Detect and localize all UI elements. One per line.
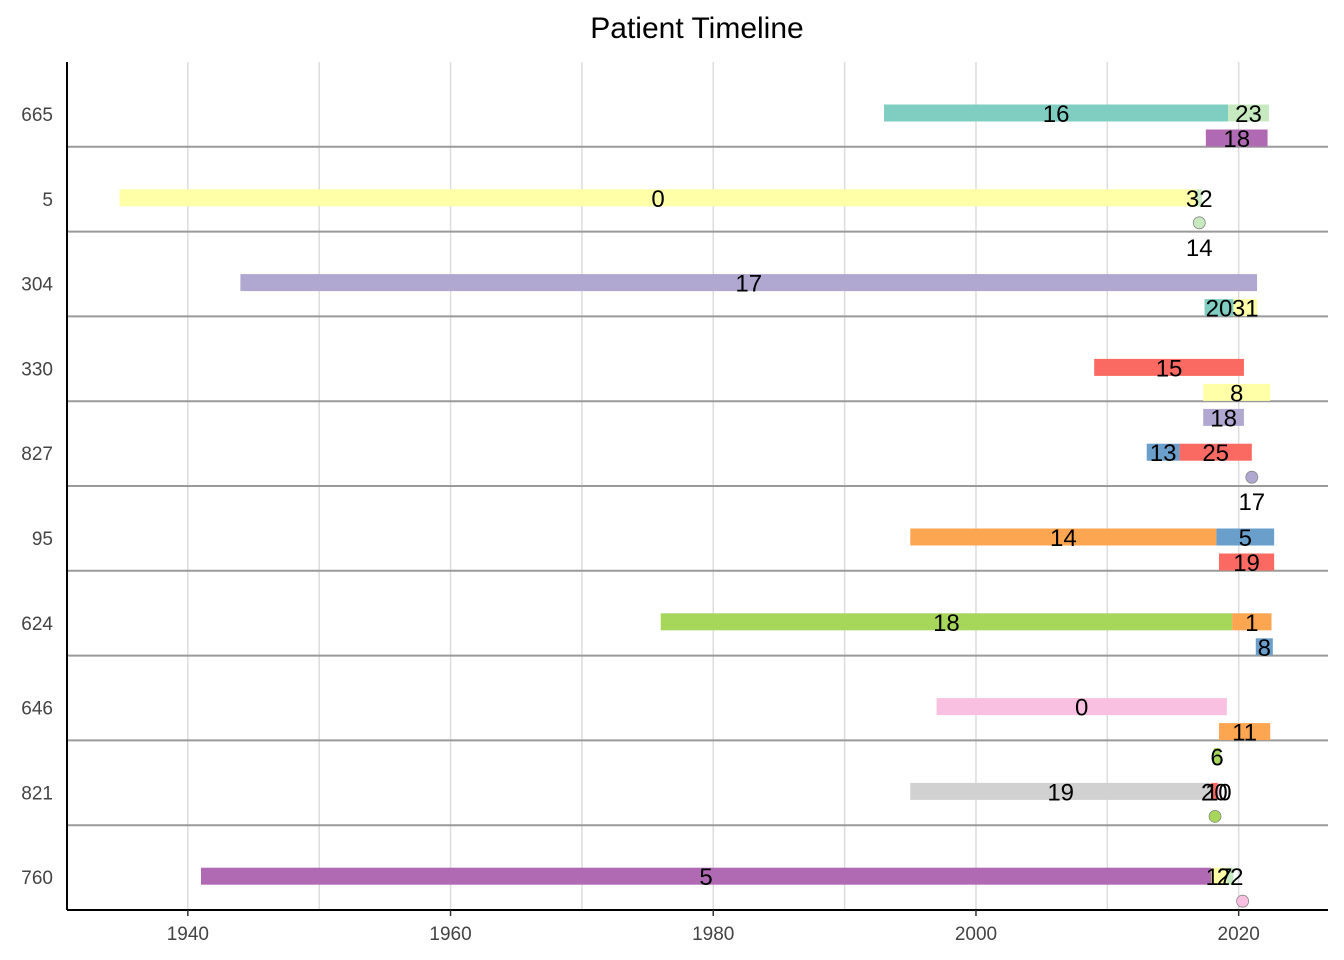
timeline-bar [119,189,1197,207]
timeline-bar [1211,782,1218,800]
timeline-bar [1203,408,1244,426]
x-tick-labels: 1940 1960 1980 2000 2020 [167,924,1260,945]
bar-label: 22 [1217,864,1244,891]
timeline-bar [1218,723,1271,741]
bar-label: 31 [1232,296,1259,323]
bar-label: 10 [1205,779,1232,806]
event-point [1208,810,1222,823]
bar-label: 5 [1239,525,1252,552]
bar-label: 1 [1245,610,1258,637]
timeline-bar [1204,299,1234,317]
x-tick-label: 1940 [167,924,209,945]
timeline-bar [1255,638,1273,656]
y-tick-label: 304 [21,275,53,296]
timeline-bar [1218,553,1275,571]
patient-separators [67,145,1328,827]
y-tick-label: 665 [21,105,53,126]
bar-label: 20 [1201,779,1228,806]
timeline-bar [910,528,1217,546]
timeline-bar [1094,358,1244,376]
bar-label: 16 [1043,101,1070,128]
bar-label: 20 [1206,296,1233,323]
timeline-bar [910,782,1212,800]
y-tick-label: 827 [21,444,53,465]
chart-title: Patient Timeline [590,12,803,45]
y-tick-labels: 665 5 304 330 827 95 624 646 821 760 [21,105,53,889]
y-tick-label: 5 [42,190,53,211]
y-tick-label: 330 [21,359,53,380]
bar-label: 17 [735,271,762,298]
y-tick-label: 624 [21,614,53,635]
timeline-bar [1146,443,1180,461]
timeline-bar [1205,129,1268,147]
x-tick-label: 1980 [692,924,734,945]
timeline-bar [884,104,1229,122]
timeline-bar [1203,383,1271,401]
x-tick-label: 1960 [429,924,471,945]
timeline-bar [1226,867,1234,885]
timeline-bar [660,613,1233,631]
axes [66,62,1328,916]
bar-label: 19 [1233,550,1260,577]
bar-label: 8 [1230,380,1243,407]
bar-label: 17 [1206,864,1233,891]
bar-label: 18 [1223,126,1250,153]
timeline-bar [1232,613,1272,631]
bar-label: 6 [1210,745,1223,772]
bar-label: 5 [699,864,712,891]
event-point [1245,470,1259,484]
timeline-bar [936,698,1227,716]
timeline-bar [1196,189,1202,207]
timeline-bar [1216,528,1275,546]
event-label: 14 [1186,235,1213,262]
bar-label: 15 [1156,355,1183,382]
bar-label: 0 [1075,695,1088,722]
bar-label: 18 [933,610,960,637]
y-tick-label: 821 [21,783,53,804]
timeline-events [1192,216,1259,908]
bar-label: 19 [1047,779,1074,806]
bar-label: 11 [1232,720,1257,747]
timeline-bars [119,104,1275,885]
bar-label: 0 [651,186,664,213]
timeline-bar [200,867,1212,885]
bar-label: 8 [1258,635,1271,662]
timeline-bar [240,274,1258,292]
timeline-bar [1211,867,1227,885]
timeline-bar [1179,443,1252,461]
bar-label: 13 [1150,440,1177,467]
event-label: 17 [1238,489,1265,516]
timeline-bar [1233,299,1258,317]
bar-label: 32 [1186,186,1213,213]
bar-label: 14 [1050,525,1077,552]
event-point [1192,216,1206,230]
event-point [1236,894,1250,908]
timeline-bar [1217,782,1220,800]
bar-label: 23 [1235,101,1262,128]
timeline-bar [1228,104,1269,122]
timeline-bar [1213,748,1221,766]
y-tick-label: 760 [21,868,53,889]
y-tick-label: 95 [32,529,53,550]
x-tick-label: 2020 [1218,924,1260,945]
bar-label: 25 [1202,440,1229,467]
x-tick-label: 2000 [955,924,997,945]
bar-label: 18 [1210,405,1237,432]
y-tick-label: 646 [21,699,53,720]
